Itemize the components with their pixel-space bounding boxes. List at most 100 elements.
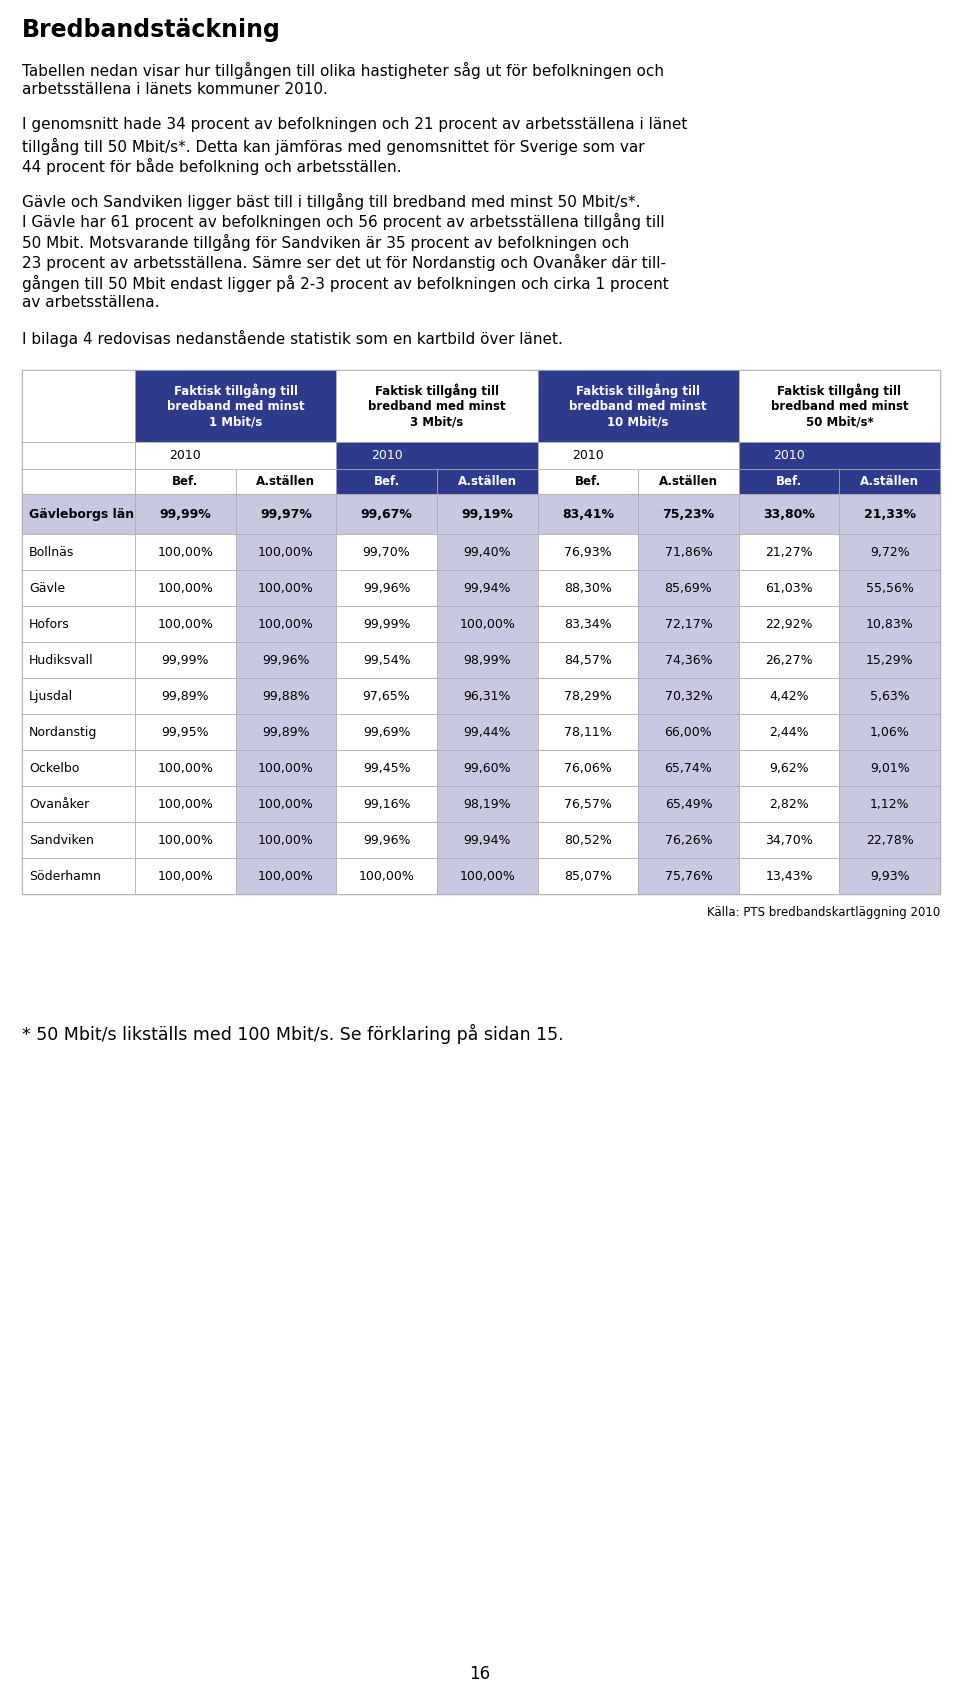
Bar [839,534,940,570]
Bar [839,606,940,641]
Text: 99,40%: 99,40% [464,546,511,558]
Text: 100,00%: 100,00% [157,582,213,595]
Text: 9,93%: 9,93% [870,869,909,883]
Bar [437,469,538,493]
Text: 70,32%: 70,32% [664,689,712,703]
Bar [135,750,235,786]
Text: Söderhamn: Söderhamn [29,869,101,883]
Bar [538,570,638,606]
Bar [336,570,437,606]
Text: 2,44%: 2,44% [769,726,809,738]
Text: tillgång till 50 Mbit/s*. Detta kan jämföras med genomsnittet för Sverige som va: tillgång till 50 Mbit/s*. Detta kan jämf… [22,138,644,155]
Text: 83,34%: 83,34% [564,617,612,631]
Bar [336,714,437,750]
Bar [638,641,739,679]
Bar [22,442,135,469]
Text: 78,29%: 78,29% [564,689,612,703]
Bar [839,641,940,679]
Bar [135,822,235,857]
Bar [638,750,739,786]
Text: 100,00%: 100,00% [258,798,314,810]
Text: 99,99%: 99,99% [363,617,410,631]
Text: 44 procent för både befolkning och arbetsställen.: 44 procent för både befolkning och arbet… [22,158,401,175]
Text: 99,97%: 99,97% [260,507,312,521]
Text: Ovanåker: Ovanåker [29,798,89,810]
Bar [22,750,135,786]
Bar [437,570,538,606]
Bar [538,469,638,493]
Bar [839,679,940,714]
Bar [638,714,739,750]
Bar [437,679,538,714]
Bar [739,606,839,641]
Text: 100,00%: 100,00% [157,617,213,631]
Bar [538,606,638,641]
Text: 100,00%: 100,00% [157,869,213,883]
Text: 9,62%: 9,62% [769,762,809,774]
Bar [336,606,437,641]
Bar [135,606,235,641]
Bar [235,714,336,750]
Text: 100,00%: 100,00% [157,762,213,774]
Bar [336,750,437,786]
Text: 99,89%: 99,89% [161,689,209,703]
Text: Tabellen nedan visar hur tillgången till olika hastigheter såg ut för befolkning: Tabellen nedan visar hur tillgången till… [22,61,664,78]
Bar [739,371,940,442]
Text: 98,99%: 98,99% [464,653,511,667]
Bar [22,493,135,534]
Bar [22,371,135,442]
Text: 72,17%: 72,17% [664,617,712,631]
Bar [638,822,739,857]
Text: 13,43%: 13,43% [765,869,813,883]
Text: 2010: 2010 [169,449,202,463]
Text: 98,19%: 98,19% [464,798,511,810]
Bar [638,570,739,606]
Bar [135,371,336,442]
Text: Faktisk tillgång till
bredband med minst
3 Mbit/s: Faktisk tillgång till bredband med minst… [368,384,506,429]
Text: 100,00%: 100,00% [258,546,314,558]
Text: 88,30%: 88,30% [564,582,612,595]
Bar [638,857,739,895]
Bar [638,606,739,641]
Text: 83,41%: 83,41% [562,507,613,521]
Text: 99,95%: 99,95% [161,726,209,738]
Bar [135,493,235,534]
Bar [538,750,638,786]
Bar [839,857,940,895]
Bar [839,493,940,534]
Bar [235,641,336,679]
Text: 21,27%: 21,27% [765,546,813,558]
Bar [22,857,135,895]
Bar [638,679,739,714]
Text: Gävleborgs län: Gävleborgs län [29,507,134,521]
Text: Bef.: Bef. [776,475,803,488]
Text: Nordanstig: Nordanstig [29,726,97,738]
Text: 100,00%: 100,00% [459,869,516,883]
Bar [437,714,538,750]
Text: Gävle: Gävle [29,582,65,595]
Text: 1,06%: 1,06% [870,726,909,738]
Bar [336,371,538,442]
Text: Faktisk tillgång till
bredband med minst
50 Mbit/s*: Faktisk tillgång till bredband med minst… [771,384,908,429]
Text: 33,80%: 33,80% [763,507,815,521]
Text: 4,42%: 4,42% [769,689,809,703]
Text: Bredbandstäckning: Bredbandstäckning [22,19,281,43]
Bar [739,570,839,606]
Text: 100,00%: 100,00% [258,582,314,595]
Bar [839,714,940,750]
Bar [538,822,638,857]
Bar [538,857,638,895]
Text: 21,33%: 21,33% [864,507,916,521]
Bar [437,606,538,641]
Bar [22,606,135,641]
Text: 100,00%: 100,00% [258,869,314,883]
Bar [437,750,538,786]
Text: 100,00%: 100,00% [258,833,314,847]
Text: Ockelbo: Ockelbo [29,762,80,774]
Text: Bollnäs: Bollnäs [29,546,74,558]
Text: 99,19%: 99,19% [461,507,514,521]
Bar [22,534,135,570]
Bar [739,442,940,469]
Text: 84,57%: 84,57% [564,653,612,667]
Text: 99,88%: 99,88% [262,689,310,703]
